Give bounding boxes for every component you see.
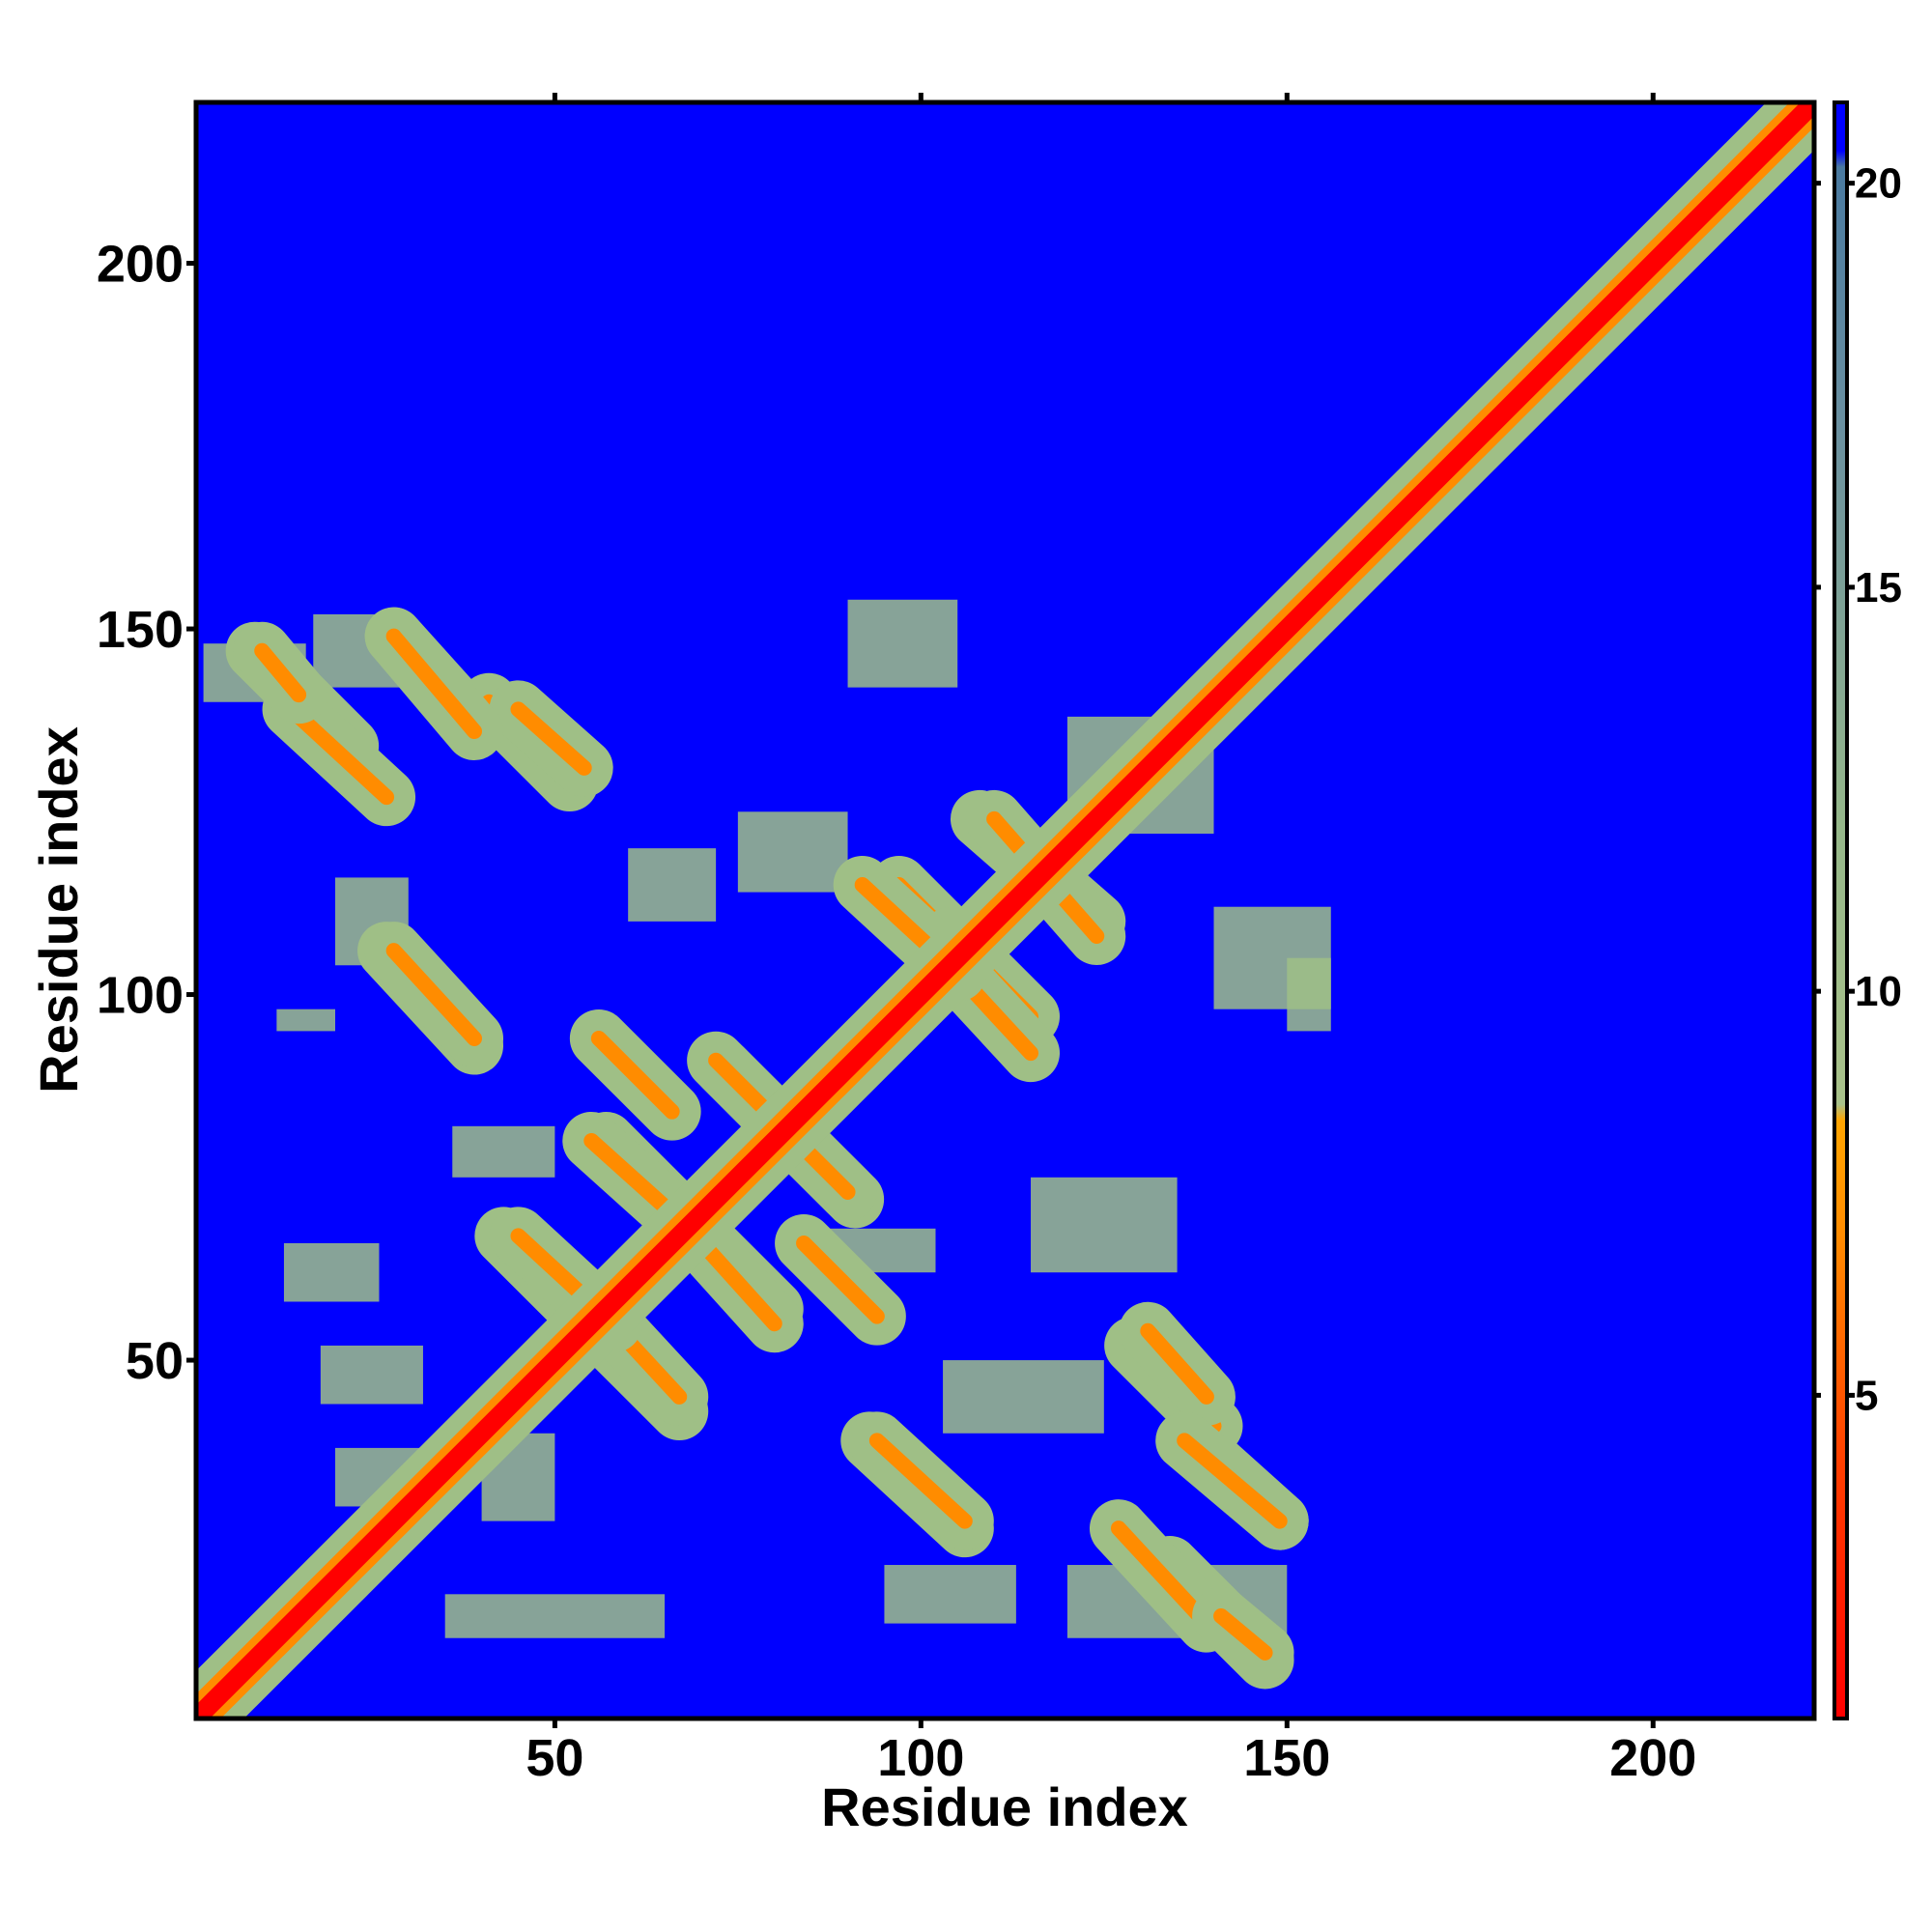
colorbar-tick-label: 10 — [1855, 968, 1902, 1015]
colorbar-frame — [1833, 100, 1849, 1720]
halo-block — [1213, 906, 1331, 1009]
halo-block — [1031, 1177, 1178, 1273]
strand-contact — [590, 1030, 680, 1120]
halo-block — [628, 848, 717, 922]
x-tick-label: 150 — [1243, 1729, 1330, 1787]
y-tick-label: 200 — [97, 236, 184, 294]
colorbar-ticks: 5 10 15 20 — [1813, 160, 1902, 1419]
x-axis-title: Residue index — [821, 1776, 1188, 1837]
halo-block — [444, 1594, 666, 1638]
diagonal-core — [196, 102, 1814, 1719]
strand-contact — [1177, 1433, 1288, 1529]
y-tick-label: 150 — [97, 601, 184, 659]
halo-block — [737, 811, 848, 893]
colorbar-gradient — [1834, 102, 1847, 1719]
x-tick-label: 100 — [877, 1729, 964, 1787]
strand-contact — [1213, 1608, 1273, 1661]
colorbar-tick-label: 20 — [1855, 160, 1902, 208]
x-tick-label: 50 — [526, 1729, 583, 1787]
strand-contact — [1140, 1322, 1214, 1405]
halo-block — [320, 1345, 423, 1405]
heatmap — [196, 102, 1814, 1719]
strand-contact — [868, 1433, 973, 1529]
halo-block — [452, 1125, 555, 1178]
halo-block — [884, 1565, 1016, 1624]
y-axis: 50 100 150 200 — [97, 236, 196, 1390]
colorbar: 5 10 15 20 — [1813, 100, 1902, 1720]
halo-block — [283, 1242, 380, 1302]
colorbar-tick-label: 15 — [1855, 564, 1902, 611]
strand-contact — [385, 943, 483, 1046]
strand-contact — [700, 1242, 782, 1332]
strand-contact — [583, 1132, 673, 1215]
strand-contact — [796, 1235, 885, 1324]
x-axis: 50 100 150 200 — [526, 93, 1696, 1787]
colorbar-tick-label: 5 — [1855, 1372, 1878, 1419]
halo-block — [943, 1360, 1104, 1434]
strand-contact — [283, 701, 395, 806]
strand-contact — [1110, 1520, 1214, 1632]
halo-block — [847, 599, 958, 688]
diagonal-band — [196, 102, 1814, 1719]
y-tick-label: 50 — [126, 1332, 184, 1390]
x-tick-label: 200 — [1609, 1729, 1696, 1787]
strand-contact — [510, 701, 592, 776]
y-tick-label: 100 — [97, 967, 184, 1025]
strand-contact — [385, 628, 483, 740]
strand-contact — [254, 642, 307, 703]
y-axis-title: Residue index — [28, 726, 89, 1094]
halo-block — [276, 1009, 336, 1032]
plot-frame — [193, 99, 1817, 1721]
